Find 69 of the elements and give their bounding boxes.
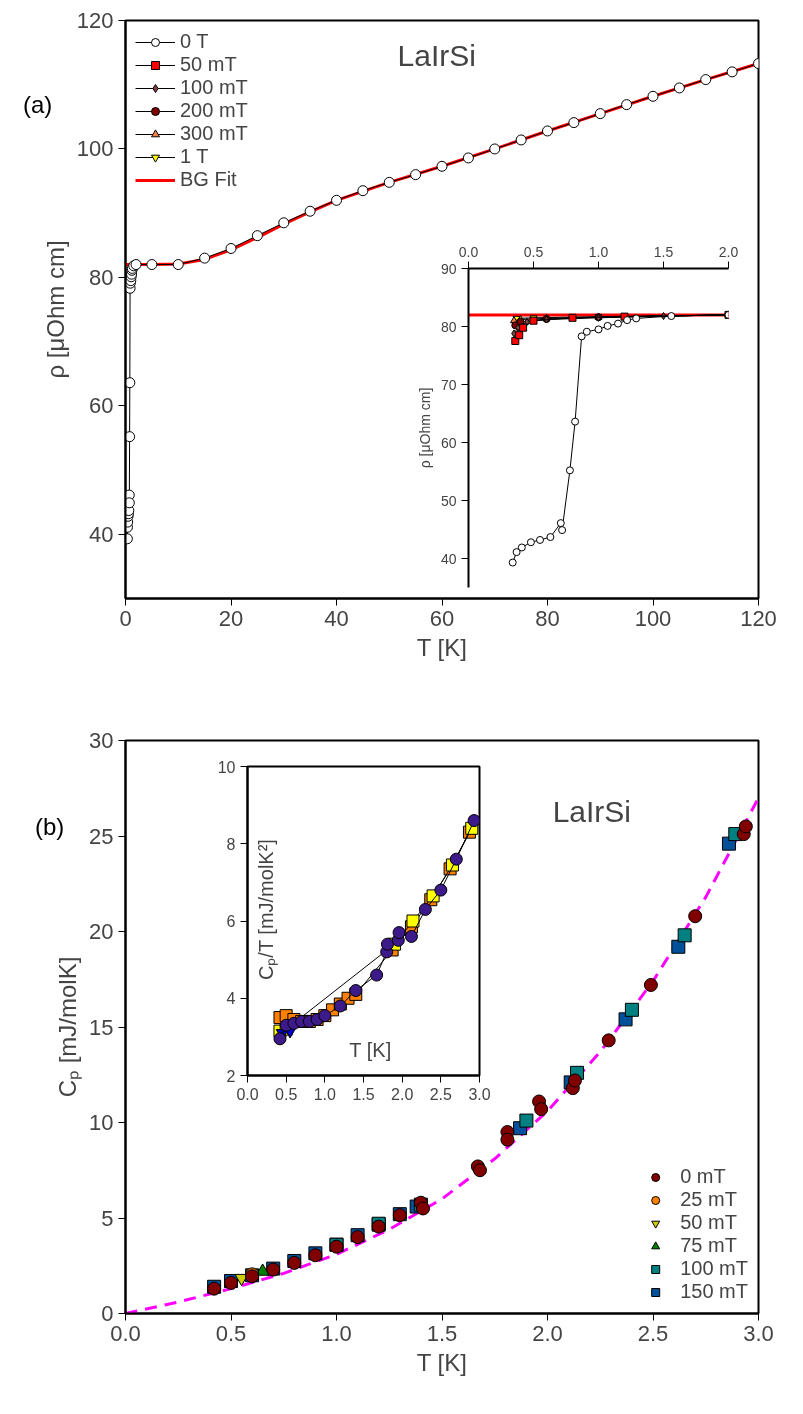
x-tick-label: 1.0 bbox=[321, 1320, 352, 1346]
y-axis-title: Cₚ [mJ/molK] bbox=[54, 956, 83, 1098]
x-tick-label: 3.0 bbox=[743, 1320, 774, 1346]
legend-label: BG Fit bbox=[180, 168, 237, 191]
y-tick-label: 25 bbox=[89, 823, 114, 849]
x-tick-label: 0.5 bbox=[275, 1085, 298, 1103]
legend-label: 25 mT bbox=[680, 1188, 737, 1211]
legend-label: 50 mT bbox=[180, 53, 237, 76]
y-tick-label: 120 bbox=[76, 8, 114, 33]
x-tick-label: 0.0 bbox=[458, 243, 479, 260]
y-axis-title: Cₚ/T [mJ/molK²] bbox=[255, 839, 279, 981]
y-tick-label: 70 bbox=[440, 376, 457, 393]
y-tick-label: 80 bbox=[440, 318, 457, 335]
x-tick-label: 2.5 bbox=[429, 1085, 453, 1103]
y-tick-label: 90 bbox=[440, 260, 457, 277]
x-tick-label: 2.0 bbox=[391, 1085, 414, 1103]
y-tick-label: 60 bbox=[440, 434, 457, 451]
legend-label: 300 mT bbox=[180, 122, 248, 145]
text: (a) bbox=[23, 90, 53, 120]
y-axis-title: ρ [μOhm cm] bbox=[41, 240, 69, 379]
y-tick-label: 100 bbox=[76, 136, 114, 162]
x-tick-label: 0.0 bbox=[236, 1085, 259, 1103]
legend-label: 200 mT bbox=[180, 99, 248, 122]
y-tick-label: 8 bbox=[226, 835, 236, 853]
legend-label: 75 mT bbox=[680, 1234, 737, 1257]
y-tick-label: 2 bbox=[226, 1067, 236, 1085]
y-tick-label: 15 bbox=[89, 1014, 114, 1040]
y-tick-label: 6 bbox=[226, 913, 236, 930]
x-tick-label: 80 bbox=[535, 605, 560, 631]
legend-label: 100 mT bbox=[680, 1257, 748, 1280]
legend-label: 150 mT bbox=[680, 1280, 748, 1303]
x-tick-label: 1.0 bbox=[588, 243, 609, 260]
y-tick-label: 5 bbox=[101, 1205, 114, 1231]
y-tick-label: 4 bbox=[226, 990, 236, 1008]
x-tick-label: 0 bbox=[119, 605, 132, 631]
x-axis-title: T [K] bbox=[416, 1348, 467, 1376]
x-axis-title: T [K] bbox=[349, 1039, 392, 1062]
y-tick-label: 40 bbox=[89, 521, 114, 547]
y-tick-label: 50 bbox=[440, 492, 457, 509]
legend-label: 1 T bbox=[180, 145, 209, 168]
x-tick-label: 2.5 bbox=[637, 1320, 669, 1346]
y-tick-label: 20 bbox=[89, 919, 114, 944]
y-tick-label: 40 bbox=[440, 550, 457, 567]
annotation: LaIrSi bbox=[552, 794, 631, 828]
x-tick-label: 120 bbox=[740, 605, 777, 631]
x-tick-label: 2.0 bbox=[532, 1320, 563, 1346]
x-axis-title: T [K] bbox=[416, 633, 467, 661]
x-tick-label: 0.5 bbox=[215, 1320, 247, 1346]
y-tick-label: 80 bbox=[89, 264, 114, 290]
x-tick-label: 1.5 bbox=[426, 1320, 458, 1346]
x-tick-label: 100 bbox=[634, 605, 672, 631]
x-tick-label: 1.0 bbox=[313, 1085, 337, 1103]
legend-label: 0 mT bbox=[680, 1165, 726, 1188]
y-tick-label: 10 bbox=[89, 1110, 114, 1135]
legend-label: 100 mT bbox=[180, 76, 248, 99]
y-axis-title: ρ [μOhm cm] bbox=[416, 387, 433, 469]
legend-label: 0 T bbox=[180, 30, 209, 53]
x-tick-label: 40 bbox=[324, 605, 349, 631]
y-tick-label: 30 bbox=[89, 728, 114, 753]
annotation: LaIrSi bbox=[397, 39, 476, 73]
x-tick-label: 3.0 bbox=[468, 1085, 491, 1103]
x-tick-label: 1.5 bbox=[352, 1085, 375, 1103]
y-tick-label: 60 bbox=[89, 393, 114, 419]
text: (b) bbox=[35, 812, 65, 842]
x-tick-label: 0.5 bbox=[523, 243, 544, 260]
legend-label: 50 mT bbox=[680, 1211, 737, 1234]
y-tick-label: 10 bbox=[217, 758, 236, 776]
x-tick-label: 1.5 bbox=[653, 243, 674, 260]
x-tick-label: 2.0 bbox=[718, 243, 739, 260]
